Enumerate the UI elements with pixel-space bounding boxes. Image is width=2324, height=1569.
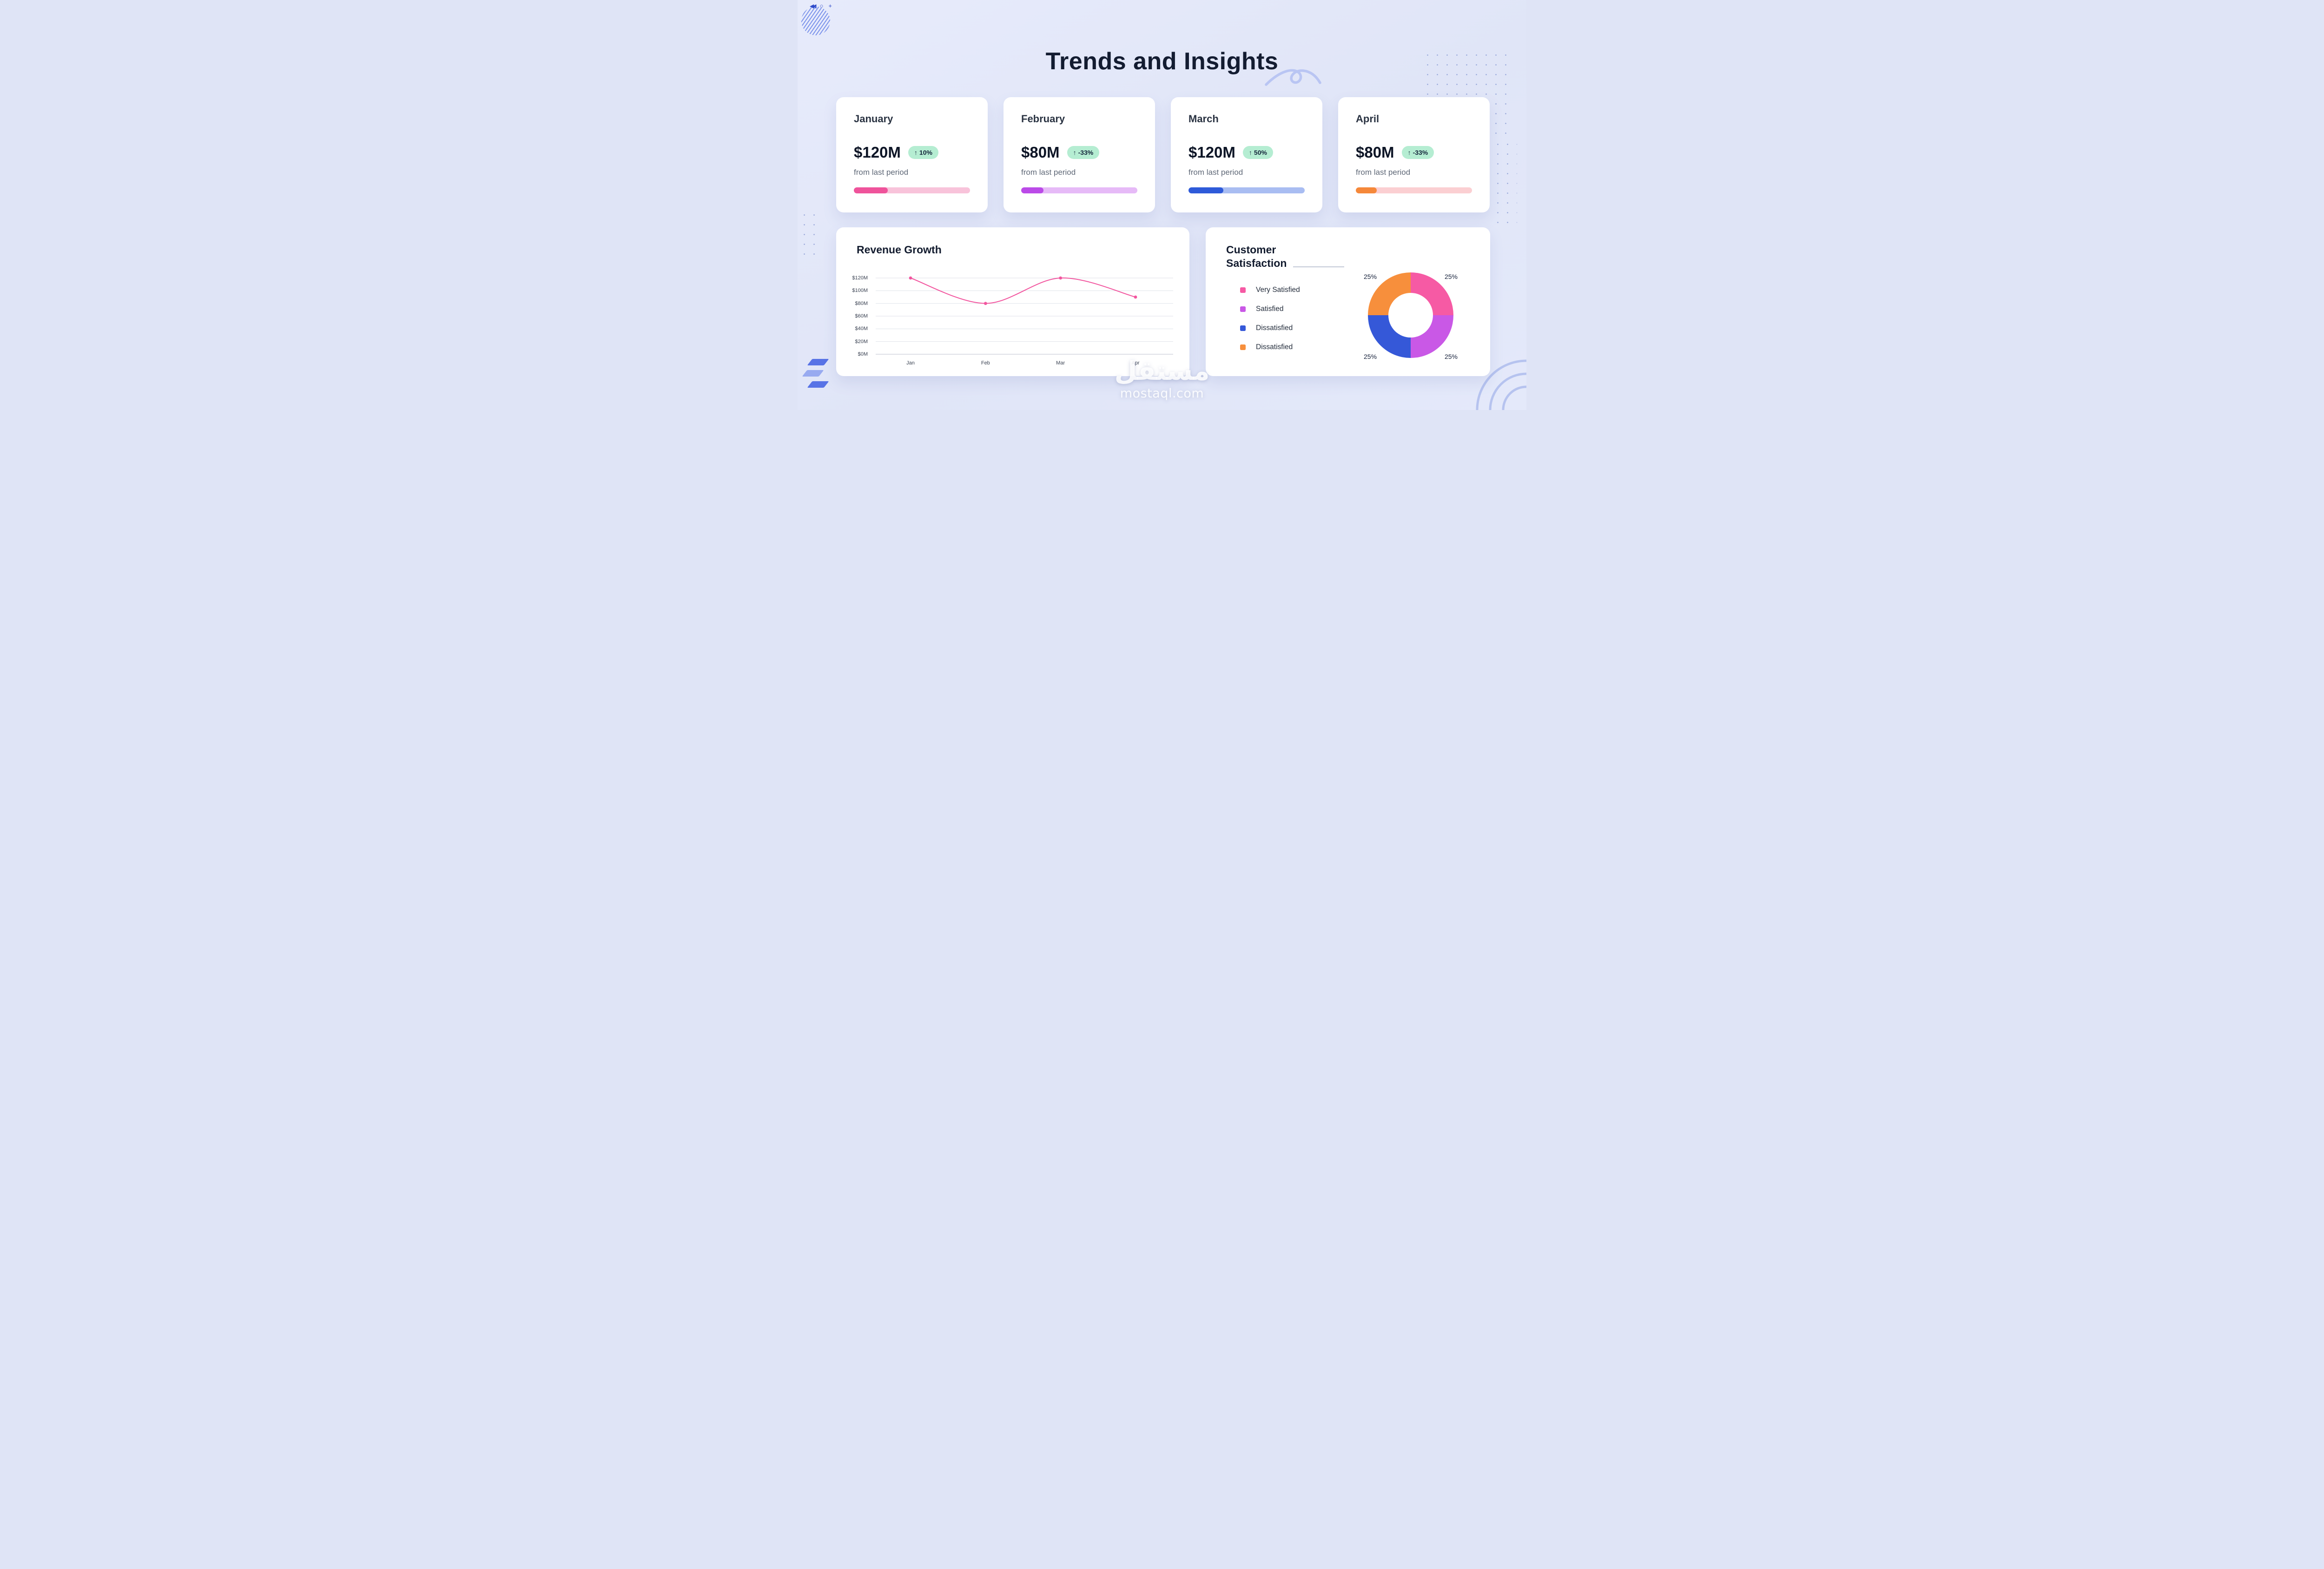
up-arrow-icon: ↑ — [1407, 149, 1411, 156]
progress-track — [854, 187, 970, 193]
line-chart-plot — [876, 276, 1173, 355]
donut-chart — [1368, 272, 1453, 358]
badge-percent: 10% — [919, 149, 932, 156]
card-month: February — [1021, 113, 1065, 125]
legend-swatch-dissatisfied-blue — [1240, 325, 1246, 331]
striped-circle-decoration — [801, 7, 830, 35]
circle-icon: ○ — [819, 2, 824, 9]
stat-card-april: April $80M ↑ -33% from last period — [1338, 97, 1490, 212]
card-value: $80M — [1021, 144, 1060, 161]
card-caption: from last period — [1188, 168, 1243, 177]
watermark-domain: mostaql.com — [1120, 386, 1204, 401]
slash-decoration — [802, 359, 839, 402]
dot-grid-decoration — [799, 210, 819, 255]
slice-label: 25% — [1364, 353, 1377, 360]
legend-item: Dissatisfied — [1240, 324, 1300, 332]
badge-percent: -33% — [1413, 149, 1428, 156]
satisfaction-legend: Very Satisfied Satisfied Dissatisfied Di… — [1240, 286, 1300, 351]
revenue-growth-title: Revenue Growth — [857, 244, 942, 256]
squiggle-decoration — [1265, 69, 1321, 86]
progress-fill — [854, 187, 888, 193]
y-axis-ticks: $120M $100M $80M $60M $40M $20M $0M — [852, 275, 868, 357]
slice-label: 25% — [1444, 353, 1458, 360]
progress-fill — [1021, 187, 1043, 193]
revenue-growth-panel: Revenue Growth $120M $100M $80M $60M $40… — [836, 227, 1189, 376]
card-caption: from last period — [1356, 168, 1411, 177]
stat-card-march: March $120M ↑ 50% from last period — [1171, 97, 1322, 212]
up-arrow-icon: ↑ — [1248, 149, 1252, 156]
change-badge: ↑ -33% — [1067, 146, 1100, 159]
badge-percent: 50% — [1254, 149, 1267, 156]
card-month: March — [1188, 113, 1219, 125]
revenue-line-svg — [876, 276, 1173, 355]
legend-swatch-very-satisfied — [1240, 287, 1246, 293]
card-month: January — [854, 113, 893, 125]
legend-item: Very Satisfied — [1240, 286, 1300, 294]
progress-fill — [1356, 187, 1377, 193]
progress-fill — [1188, 187, 1223, 193]
customer-satisfaction-title: Customer Satisfaction — [1226, 244, 1287, 270]
card-month: April — [1356, 113, 1380, 125]
change-badge: ↑ 10% — [908, 146, 938, 159]
donut-hole — [1388, 293, 1433, 338]
slice-label: 25% — [1364, 273, 1377, 280]
title-rule — [1293, 266, 1344, 267]
change-badge: ↑ -33% — [1401, 146, 1434, 159]
up-arrow-icon: ↑ — [914, 149, 918, 156]
page-title: Trends and Insights — [1045, 48, 1279, 75]
card-caption: from last period — [1021, 168, 1076, 177]
progress-track — [1021, 187, 1137, 193]
stat-card-february: February $80M ↑ -33% from last period — [1004, 97, 1155, 212]
slide: ◀◀ ○ + Trends and Insights January $120M… — [798, 0, 1526, 410]
legend-swatch-dissatisfied-orange — [1240, 344, 1246, 350]
legend-label: Satisfied — [1256, 305, 1284, 313]
card-value: $80M — [1356, 144, 1394, 161]
legend-label: Dissatisfied — [1256, 324, 1293, 332]
legend-item: Dissatisfied — [1240, 343, 1300, 351]
legend-label: Very Satisfied — [1256, 286, 1300, 294]
stat-card-january: January $120M ↑ 10% from last period — [836, 97, 988, 212]
legend-label: Dissatisfied — [1256, 343, 1293, 351]
dot-grid-decoration — [1493, 139, 1517, 225]
up-arrow-icon: ↑ — [1073, 149, 1076, 156]
slice-label: 25% — [1444, 273, 1458, 280]
legend-item: Satisfied — [1240, 305, 1300, 313]
legend-swatch-satisfied — [1240, 306, 1246, 312]
progress-track — [1188, 187, 1305, 193]
customer-satisfaction-panel: Customer Satisfaction Very Satisfied Sat… — [1206, 227, 1490, 376]
card-caption: from last period — [854, 168, 909, 177]
donut-chart-area: 25% 25% 25% 25% — [1359, 264, 1462, 367]
change-badge: ↑ 50% — [1242, 146, 1273, 159]
card-value: $120M — [1188, 144, 1235, 161]
progress-track — [1356, 187, 1472, 193]
card-value: $120M — [854, 144, 901, 161]
badge-percent: -33% — [1078, 149, 1094, 156]
plus-icon: + — [828, 2, 832, 9]
